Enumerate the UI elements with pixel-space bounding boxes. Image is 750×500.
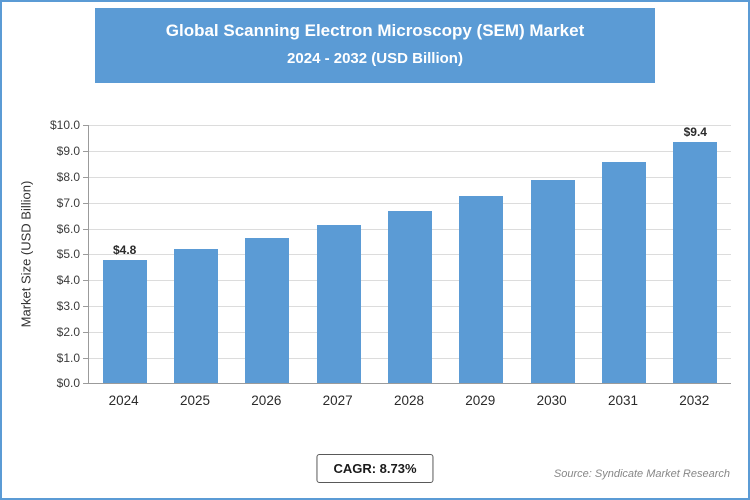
bar [387, 210, 432, 384]
bar-column: $9.4 [660, 125, 731, 384]
bar-value-label: $4.8 [112, 242, 137, 257]
y-tick-mark [83, 202, 88, 204]
gridline [89, 151, 731, 153]
bar [601, 161, 646, 384]
y-tick-mark [83, 151, 88, 153]
y-tick-label: $0.0 [56, 376, 80, 391]
y-axis-title: Market Size (USD Billion) [18, 181, 34, 328]
chart-area: Market Size (USD Billion) $0.0 $1.0 $2.0 $3… [2, 115, 748, 445]
chart-title-line2: 2024 - 2032 (USD Billion) [287, 50, 463, 68]
x-axis-labels: 2024 2025 2026 2027 2028 2029 2030 2031 2032 [88, 393, 730, 408]
bar [459, 196, 504, 384]
y-tick-label: $4.0 [56, 273, 80, 288]
bar [245, 237, 290, 384]
x-tick-label: 2025 [179, 393, 211, 409]
y-tick-label: $3.0 [56, 299, 80, 313]
x-tick-label: 2030 [536, 393, 567, 409]
y-tick-label: $8.0 [56, 170, 80, 184]
y-tick-mark [83, 125, 88, 127]
bar [673, 142, 718, 384]
y-tick-label: $9.0 [56, 144, 80, 159]
bar-column [517, 125, 588, 384]
bar-column [374, 125, 445, 384]
x-tick-label: 2029 [465, 393, 496, 409]
cagr-badge: CAGR: 8.73% [316, 454, 434, 483]
y-tick-mark [83, 357, 88, 359]
x-tick-label: 2024 [108, 393, 139, 409]
x-tick-label: 2028 [393, 393, 424, 409]
y-tick-label: $1.0 [56, 350, 80, 365]
bar-column [160, 125, 231, 384]
gridline [89, 125, 731, 127]
x-tick-label: 2026 [251, 393, 282, 409]
bar-column [446, 125, 517, 384]
source-credit: Source: Syndicate Market Research [553, 468, 730, 480]
gridline [89, 177, 731, 178]
bar-column [303, 125, 374, 384]
y-tick-label: $5.0 [56, 247, 80, 262]
chart-title-banner: Global Scanning Electron Microscopy (SEM… [95, 8, 655, 84]
gridline [89, 202, 731, 204]
y-tick-mark [83, 177, 88, 178]
y-tick-mark [83, 228, 88, 230]
x-tick-label: 2032 [679, 393, 710, 409]
bar-series: $4.8 $9.4 [89, 125, 731, 384]
y-tick-label: $10.0 [49, 118, 80, 133]
bar [102, 259, 147, 384]
bar-column [588, 125, 659, 384]
y-tick-label: $2.0 [56, 324, 80, 339]
bar [316, 224, 361, 384]
bar [173, 249, 218, 384]
x-tick-label: 2031 [607, 393, 638, 409]
chart-title-line1: Global Scanning Electron Microscopy (SEM… [165, 21, 585, 40]
y-tick-mark [83, 331, 88, 333]
y-tick-mark [83, 254, 88, 256]
bar-column [232, 125, 303, 384]
plot-area: $0.0 $1.0 $2.0 $3.0 $4.0 $5.0 $6.0 $7.0 $8.0 $9.0… [50, 118, 731, 390]
y-tick-mark [83, 280, 88, 282]
y-tick-mark [83, 306, 88, 307]
x-tick-label: 2027 [322, 393, 353, 409]
bar [530, 179, 575, 384]
y-tick-label: $7.0 [56, 195, 80, 210]
y-tick-mark [83, 383, 88, 385]
bar-column: $4.8 [89, 125, 160, 384]
bar-value-label: $9.4 [683, 125, 707, 140]
y-tick-label: $6.0 [56, 221, 80, 236]
